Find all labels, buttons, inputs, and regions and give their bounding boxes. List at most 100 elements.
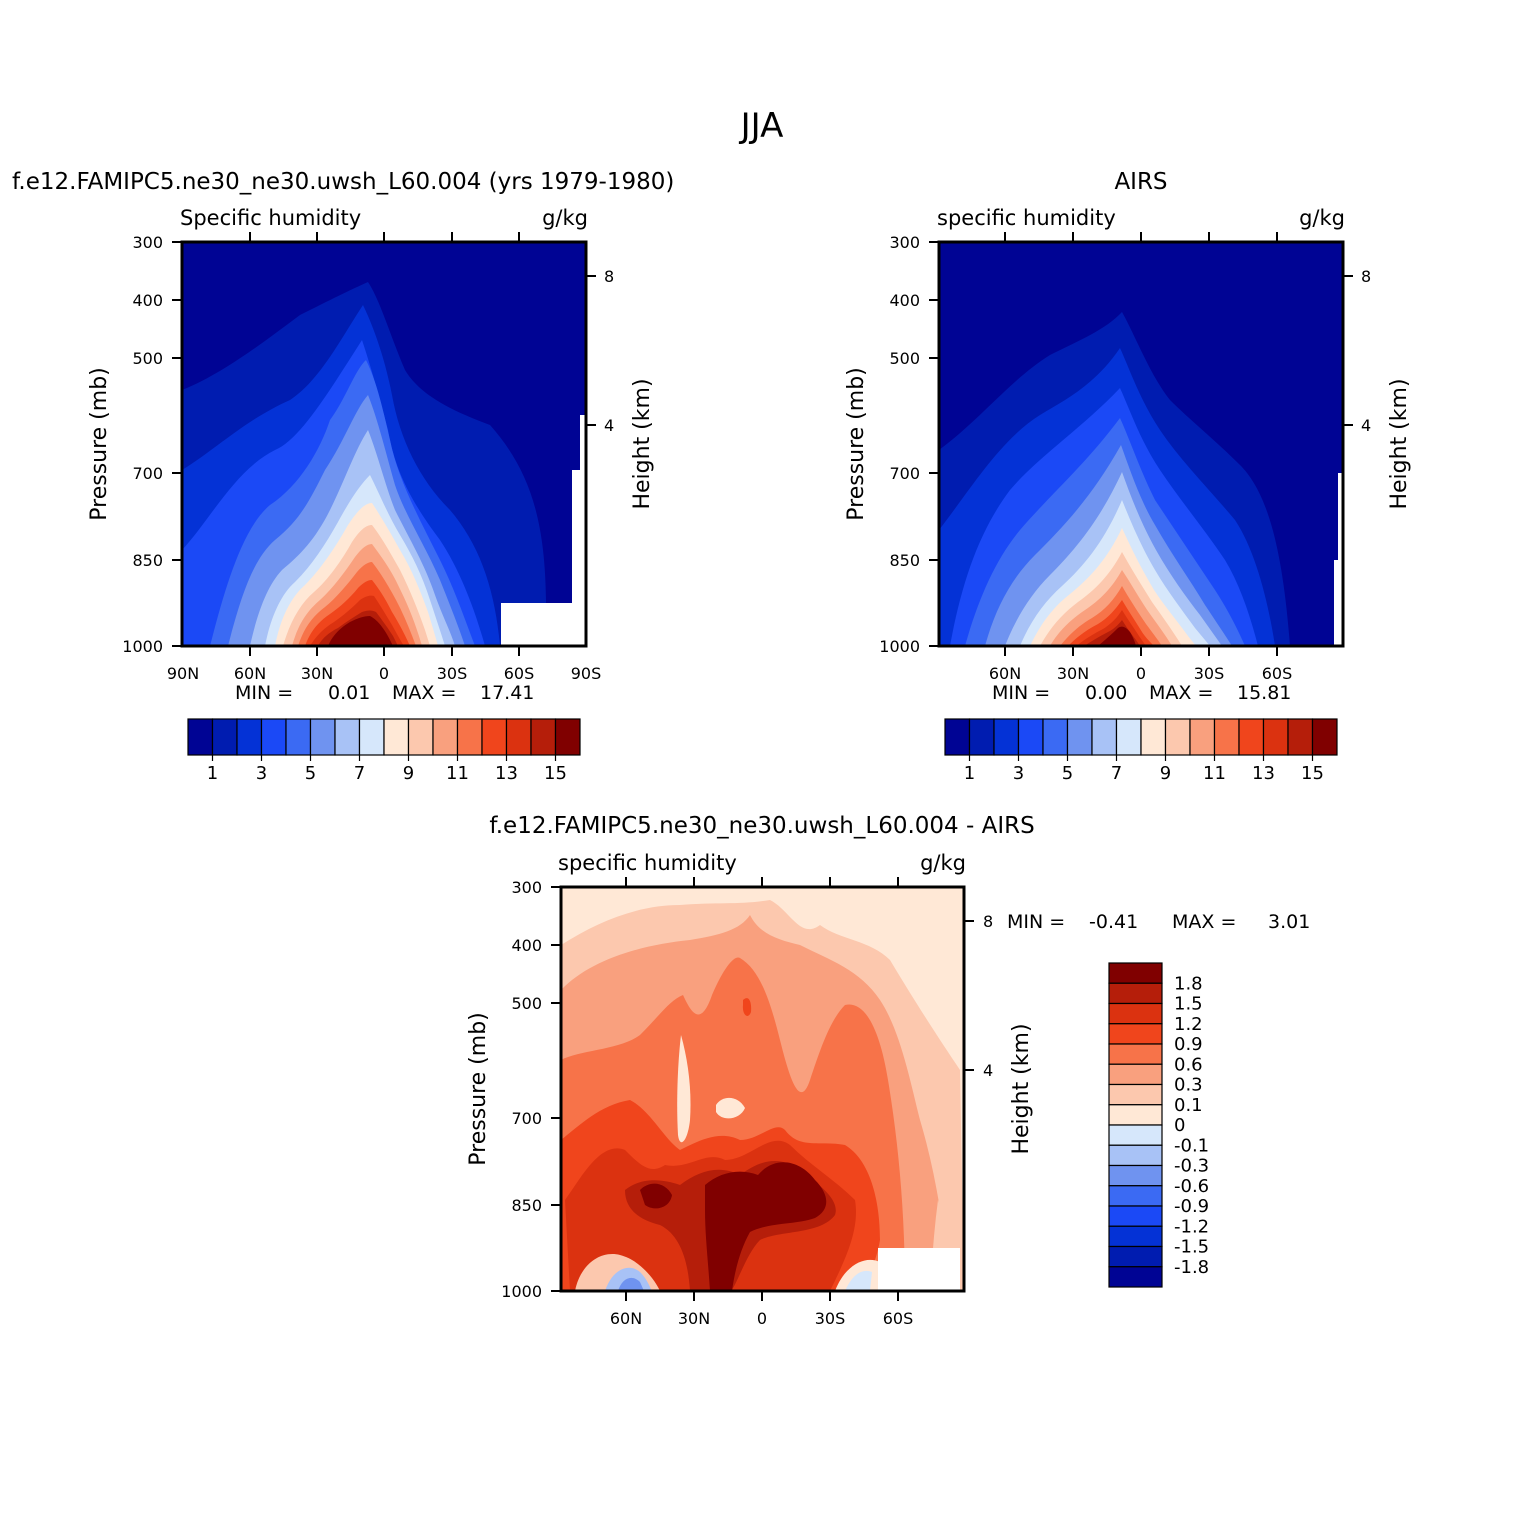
y-right-tick-labels: 8 4 [604,267,614,435]
x-tick-label: 30S [1194,664,1225,683]
colorbar-box [481,718,508,756]
y-tick-label: 850 [889,551,920,570]
colorbar-tick-label: 1.2 [1174,1014,1203,1035]
colorbar-box [358,718,385,756]
panel-obs: AIRS specific humidity g/kg [844,169,1412,784]
colorbar-box [1108,1002,1163,1025]
x-tick-label: 30N [301,664,333,683]
colorbar-box [1108,1245,1163,1268]
colorbar-tick-label: 0.9 [1174,1034,1203,1055]
contour-band [705,1162,827,1291]
min-value: 0.00 [1085,682,1127,704]
y-tick-label: 400 [511,936,542,955]
colorbar-tick-label: -1.5 [1174,1237,1209,1258]
colorbar-tick-label: 1 [964,763,975,784]
x-tick-labels: 60N 30N 0 30S 60S [989,664,1292,683]
y-right-tick-labels: 8 4 [1361,267,1371,435]
y-tick-labels: 300 400 500 700 850 1000 [879,233,920,656]
colorbar-tick-label: 1 [207,763,218,784]
colorbar-box [187,718,214,756]
y-right-tick-label: 8 [1361,267,1371,286]
colorbar-tick-label: 9 [1160,763,1171,784]
colorbar-tick-label: 0.6 [1174,1054,1203,1075]
colorbar-box [456,718,483,756]
colorbar-tick-label: 15 [544,763,567,784]
colorbar-tick-label: 5 [305,763,316,784]
y-axis-label-right: Height (km) [1387,378,1412,509]
colorbar-tick-label: 3 [1013,763,1024,784]
colorbar-box [309,718,336,756]
colorbar-box [1108,1124,1163,1146]
colorbar-tick-label: 5 [1062,763,1073,784]
colorbar-box [1108,982,1163,1005]
y-axis-label-right: Height (km) [1009,1023,1034,1154]
y-tick-labels: 300 400 500 700 850 1000 [501,878,542,1301]
panel-model: f.e12.FAMIPC5.ne30_ne30.uwsh_L60.004 (yr… [12,169,674,784]
x-tick-label: 90S [571,664,602,683]
max-label: MAX = [1149,682,1213,704]
x-tick-label: 60S [1262,664,1293,683]
frame-ticks [172,232,596,656]
max-value: 17.41 [480,682,534,704]
colorbar-box [1287,718,1314,756]
y-tick-label: 850 [511,1196,542,1215]
contour-band [677,1035,691,1143]
x-tick-labels: 60N 30N 0 30S 60S [610,1309,913,1328]
colorbar-box [530,718,557,756]
x-tick-label: 0 [757,1309,767,1328]
colorbar-box [1164,718,1191,756]
panel-title: f.e12.FAMIPC5.ne30_ne30.uwsh_L60.004 (yr… [12,169,674,195]
missing-data-region [580,415,586,646]
y-axis-label: Pressure (mb) [466,1012,491,1166]
missing-data-region [572,470,580,646]
colorbar-tick-label: 1.8 [1174,973,1203,994]
contour-field [182,242,586,646]
x-tick-label: 0 [379,664,389,683]
colorbar-box [432,718,459,756]
contour-band [328,616,393,646]
max-label: MAX = [1172,911,1236,933]
contour-band [845,1270,872,1291]
colorbar-tick-label: 9 [403,763,414,784]
y-tick-label: 700 [889,464,920,483]
y-tick-labels: 300 400 500 700 850 1000 [122,233,163,656]
x-tick-label: 30S [437,664,468,683]
y-tick-label: 1000 [501,1282,542,1301]
colorbar-box [1108,1023,1163,1045]
frame-ticks [929,232,1353,656]
panel-title: f.e12.FAMIPC5.ne30_ne30.uwsh_L60.004 - A… [489,813,1034,839]
missing-data-region [878,1248,960,1291]
colorbar-box [1066,718,1093,756]
y-tick-label: 300 [511,878,542,897]
colorbar-box [1115,718,1142,756]
colorbar-box [1108,1063,1163,1086]
y-right-tick-label: 4 [983,1061,993,1080]
x-tick-label: 30N [1057,664,1089,683]
min-label: MIN = [992,682,1050,704]
y-tick-label: 400 [132,291,163,310]
x-tick-label: 60S [883,1309,914,1328]
colorbar-tick-label: -0.9 [1174,1196,1209,1217]
colorbar-tick-label: 1.5 [1174,994,1203,1015]
right-string: g/kg [542,206,588,230]
panel-difference: f.e12.FAMIPC5.ne30_ne30.uwsh_L60.004 - A… [466,813,1310,1328]
colorbar-tick-label: 0 [1174,1115,1185,1136]
max-value: 15.81 [1237,682,1291,704]
colorbar-box [968,718,995,756]
x-tick-label: 60N [234,664,266,683]
min-value: -0.41 [1089,911,1138,933]
x-tick-label: 90N [167,664,199,683]
max-value: 3.01 [1268,911,1310,933]
missing-data-region [501,603,586,646]
colorbar-box [1213,718,1240,756]
colorbar-box [1108,1266,1163,1288]
colorbar-box [1108,962,1163,984]
colorbar-box [993,718,1020,756]
colorbar-box [1108,1225,1163,1248]
min-label: MIN = [1007,911,1065,933]
colorbar-tick-label: 11 [1203,763,1226,784]
colorbar-tick-label: -0.1 [1174,1135,1209,1156]
colorbar-box [1262,718,1289,756]
y-tick-label: 300 [132,233,163,252]
